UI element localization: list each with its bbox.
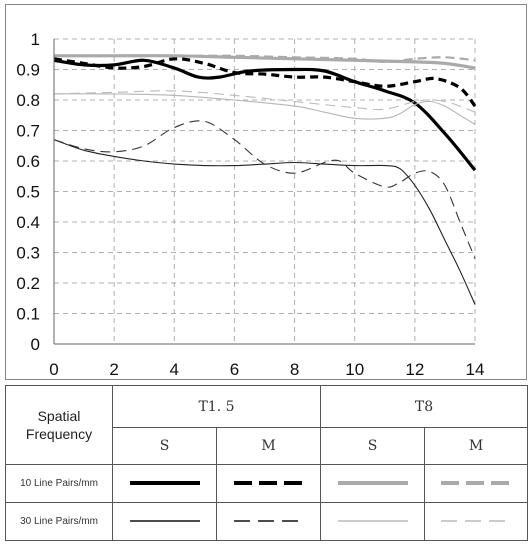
row-10lp-label: 10 Line Pairs/mm	[5, 464, 113, 503]
spatial-frequency-label-line2: Frequency	[25, 426, 93, 442]
legend-cell-t15-30-s	[112, 502, 217, 541]
mtf-chart: 00.10.20.30.40.50.60.70.80.910 2 4 6 8 10 12 14	[16, 30, 484, 379]
y-tick-label: 1	[31, 30, 40, 49]
y-tick-label: 0.5	[16, 183, 40, 202]
x-tick-label: 2	[109, 360, 118, 379]
mtf-chart-panel: 0 0.1 0.2 0.3 0.4 0.5 0.6 0.7 0.8 0.9 1 0 2 4 6 8 10 12 14	[5, 4, 527, 380]
legend-swatch-t15-10lp-s	[129, 481, 200, 486]
y-tick-label: 0.8	[16, 91, 40, 110]
y-tick-label: 0.3	[16, 244, 40, 263]
tick-labels: 00.10.20.30.40.50.60.70.80.910 2 4 6 8 10 12 14	[16, 30, 484, 379]
y-tick-label: 0	[31, 335, 40, 354]
x-tick-label: 12	[405, 360, 424, 379]
x-tick-label: 0	[49, 360, 58, 379]
t15-sagittal-header: S	[112, 427, 217, 465]
legend-swatch-t8-10lp-s	[337, 481, 408, 486]
t15-meridional-header: M	[216, 427, 321, 465]
x-tick-label: 6	[230, 360, 239, 379]
row-30lp-label: 30 Line Pairs/mm	[5, 502, 113, 541]
aperture-t8-header: T8	[320, 385, 528, 428]
aperture-t15-header: T1. 5	[112, 385, 321, 428]
grid	[54, 38, 476, 344]
series-line-t15-30-m	[53, 120, 476, 259]
spatial-frequency-label-line1: Spatial	[37, 408, 81, 424]
spatial-frequency-header: Spatial Frequency	[5, 385, 113, 465]
legend-table: Spatial Frequency T1. 5 T8 S M S M 10 Li…	[5, 385, 528, 541]
x-tick-label: 14	[466, 360, 485, 379]
legend-swatch-t15-10lp-m	[233, 481, 304, 486]
legend-cell-t15-30-m	[216, 502, 321, 541]
legend-cell-t8-10-s	[320, 464, 425, 503]
series-line-t15-10-s	[53, 58, 477, 172]
t8-sagittal-header: S	[320, 427, 425, 465]
legend-swatch-t8-30lp-m	[441, 520, 511, 522]
legend-swatch-t15-30lp-s	[129, 520, 200, 522]
legend-swatch-t8-30lp-s	[337, 520, 408, 522]
axes	[53, 39, 475, 345]
x-tick-label: 4	[170, 360, 179, 379]
series-line-t8-30-m	[53, 90, 476, 113]
legend-cell-t15-10-s	[112, 464, 217, 503]
series-group	[53, 54, 477, 305]
y-tick-label: 0.7	[16, 122, 40, 141]
y-tick-label: 0.2	[16, 274, 40, 293]
y-tick-label: 0.1	[16, 305, 40, 324]
legend-cell-t8-10-m	[424, 464, 528, 503]
legend-cell-t8-30-s	[320, 502, 425, 541]
y-tick-label: 0.4	[16, 213, 40, 232]
x-tick-label: 10	[345, 360, 364, 379]
x-tick-label: 8	[290, 360, 299, 379]
series-line-t8-30-s	[53, 93, 476, 125]
legend-swatch-t8-10lp-m	[441, 481, 511, 486]
legend-cell-t8-30-m	[424, 502, 528, 541]
legend-cell-t15-10-m	[216, 464, 321, 503]
t8-meridional-header: M	[424, 427, 528, 465]
y-tick-label: 0.9	[16, 61, 40, 80]
y-tick-label: 0.6	[16, 152, 40, 171]
series-line-t8-10-m	[54, 54, 476, 63]
legend-swatch-t15-30lp-m	[233, 520, 304, 522]
series-line-t15-30-s	[53, 139, 476, 305]
